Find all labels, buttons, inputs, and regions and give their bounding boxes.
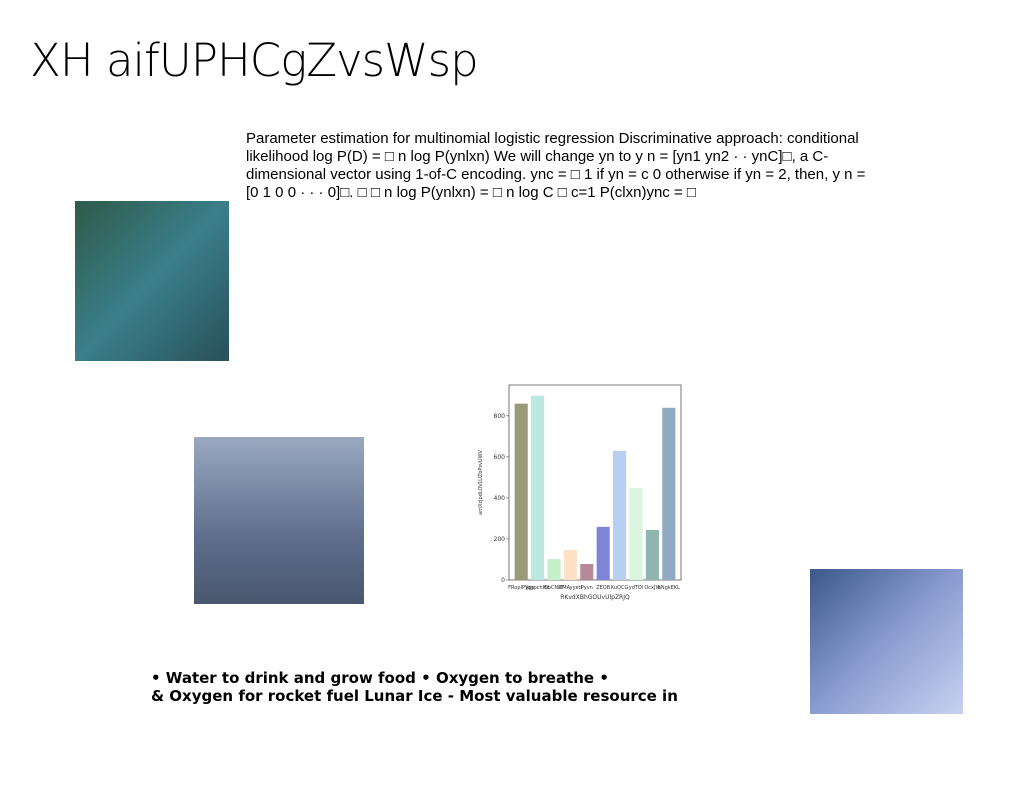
x-tick-label: ObCNRT [544, 585, 565, 591]
chart: 0 200 400 600 800 FRopIPVgsjpgpchHkObCNRTDMAy… [478, 395, 680, 601]
x-tick-label: DMAyyetf [558, 585, 582, 591]
y-tick-label: 200 [494, 536, 506, 543]
bar [662, 407, 676, 580]
photo [194, 437, 364, 604]
bar [613, 450, 627, 580]
y-axis-label: amXzJpdLOVLUZbPsvUWV [478, 449, 484, 514]
title: XH aifUPHCgZvsWsp [30, 34, 479, 87]
photo [810, 569, 963, 714]
bar [580, 563, 594, 580]
x-tick-label: OcxJW [644, 585, 660, 591]
bar [645, 529, 659, 580]
y-tick-label: 0 [501, 577, 505, 584]
bar [531, 395, 545, 580]
bar [629, 487, 643, 580]
x-tick-label: ZEOB [596, 585, 611, 591]
x-tick-label: ydTOl [629, 585, 644, 591]
bar [514, 403, 528, 580]
x-tick-label: Pyvn [581, 585, 593, 591]
y-tick-label: 800 [494, 413, 506, 420]
x-tick-label: FRopIPVgs [508, 585, 534, 591]
paragraph: Parameter estimation for multinomial log… [246, 130, 866, 201]
x-tick-label: jpgpchHk [525, 585, 550, 591]
bar [547, 559, 561, 580]
y-tick-label: 400 [494, 495, 506, 502]
x-tick-label: bNgkEKL [658, 585, 680, 591]
x-axis-label: RKvdXBhGOUvUlpZRJQ [560, 594, 630, 601]
bullet-line: • Water to drink and grow food • Oxygen … [151, 669, 609, 687]
bullet-line: & Oxygen for rocket fuel Lunar Ice - Mos… [151, 687, 678, 705]
x-tick-label: KuQCG [611, 585, 629, 591]
y-tick-label: 600 [494, 454, 506, 461]
photo [75, 201, 229, 361]
bar [596, 526, 610, 580]
bar [563, 550, 577, 580]
